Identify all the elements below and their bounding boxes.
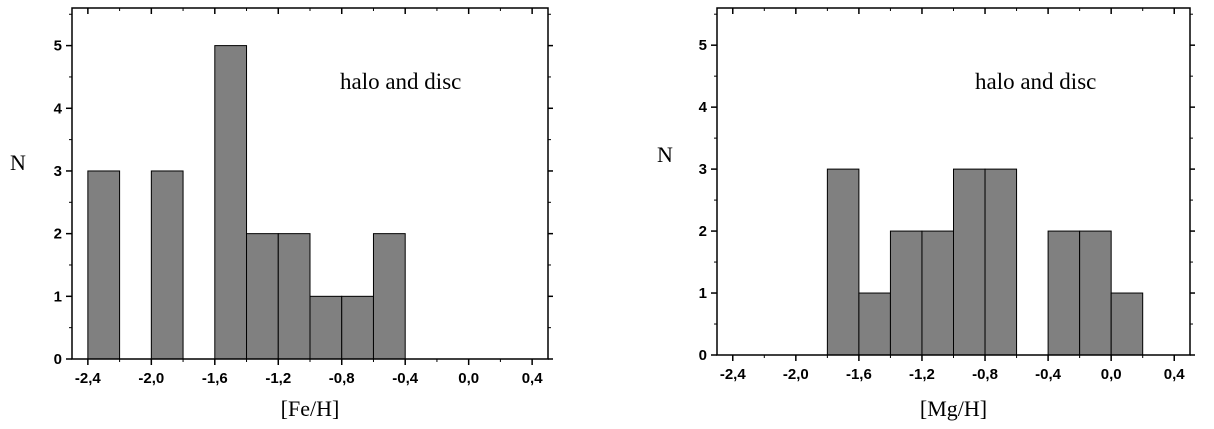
x-tick-label: 0,0 bbox=[458, 370, 479, 387]
x-tick-label: -1,6 bbox=[202, 370, 228, 387]
histogram-bar bbox=[953, 168, 986, 356]
histogram-bar bbox=[1079, 230, 1112, 356]
histogram-bar bbox=[984, 168, 1018, 356]
histogram-bar bbox=[826, 168, 860, 356]
chart-1: -2,4 -2,0 -1,6 -1,2 -0,8 -0,4 0,0 0,4 0 1 2 3 4 5 [Fe/… bbox=[10, 7, 553, 421]
x-tick-label: -2,0 bbox=[138, 370, 164, 387]
y-tick-label: 0 bbox=[699, 347, 707, 364]
y-tick-label: 3 bbox=[54, 163, 62, 180]
chart-2: -2,4 -2,0 -1,6 -1,2 -0,8 -0,4 0,0 0,4 0 1 2 3 4 5 [Mg/… bbox=[657, 7, 1195, 421]
annotation-text: halo and disc bbox=[340, 69, 461, 94]
x-tick-label: -0,4 bbox=[392, 370, 419, 387]
histogram-bar bbox=[1047, 230, 1081, 356]
histogram-bar bbox=[1110, 292, 1144, 356]
x-tick-label: -0,4 bbox=[1035, 366, 1062, 383]
histogram-bar bbox=[277, 233, 311, 360]
x-tick-label: 0,4 bbox=[522, 370, 544, 387]
y-axis-label: N bbox=[10, 150, 26, 175]
x-tick-label: 0,4 bbox=[1164, 366, 1186, 383]
histogram-bar bbox=[309, 295, 343, 360]
y-tick-label: 2 bbox=[54, 226, 62, 243]
x-axis-label: [Mg/H] bbox=[920, 396, 987, 421]
x-tick-label: -2,0 bbox=[783, 366, 809, 383]
y-tick-label: 2 bbox=[699, 223, 707, 240]
x-axis-label: [Fe/H] bbox=[281, 396, 340, 421]
histogram-bar bbox=[889, 230, 923, 356]
x-tick-label: -0,8 bbox=[972, 366, 998, 383]
x-tick-label: -1,2 bbox=[909, 366, 935, 383]
y-tick-label: 0 bbox=[54, 351, 62, 368]
histogram-bar bbox=[921, 230, 955, 356]
x-tick-label: -2,4 bbox=[720, 366, 747, 383]
y-tick-label: 5 bbox=[699, 37, 707, 54]
x-tick-label: -0,8 bbox=[329, 370, 355, 387]
y-tick-label: 5 bbox=[54, 38, 62, 55]
histogram-bar bbox=[858, 292, 891, 356]
y-tick-label: 1 bbox=[699, 285, 707, 302]
x-tick-label: -1,2 bbox=[265, 370, 291, 387]
histogram-bar bbox=[246, 233, 279, 360]
histogram-bar bbox=[150, 170, 184, 360]
y-tick-label: 1 bbox=[54, 288, 62, 305]
y-axis-label: N bbox=[657, 142, 673, 167]
y-tick-label: 4 bbox=[54, 100, 63, 117]
histogram-bar bbox=[372, 233, 406, 360]
annotation-text: halo and disc bbox=[975, 69, 1096, 94]
histogram-bar bbox=[87, 170, 121, 360]
y-tick-label: 4 bbox=[699, 99, 708, 116]
x-tick-label: -2,4 bbox=[75, 370, 102, 387]
histogram-bar bbox=[341, 295, 374, 360]
y-tick-label: 3 bbox=[699, 161, 707, 178]
x-tick-label: 0,0 bbox=[1101, 366, 1122, 383]
x-tick-label: -1,6 bbox=[846, 366, 872, 383]
histogram-bar bbox=[214, 45, 248, 360]
